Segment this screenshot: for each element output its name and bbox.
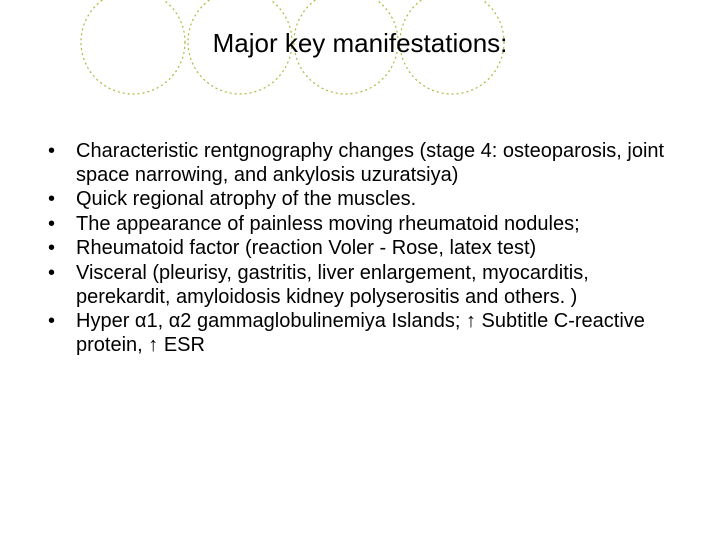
bullet-list: Characteristic rentgnography changes (st…	[42, 140, 680, 357]
bullet-item: The appearance of painless moving rheuma…	[42, 213, 680, 237]
slide-title: Major key manifestations:	[0, 28, 720, 59]
bullet-item: Visceral (pleurisy, gastritis, liver enl…	[42, 262, 680, 309]
bullet-item: Characteristic rentgnography changes (st…	[42, 140, 680, 187]
bullet-item: Hyper α1, α2 gammaglobulinemiya Islands;…	[42, 310, 680, 357]
decor-circles	[0, 0, 720, 120]
bullet-item: Quick regional atrophy of the muscles.	[42, 188, 680, 212]
bullet-item: Rheumatoid factor (reaction Voler - Rose…	[42, 237, 680, 261]
slide-body: Characteristic rentgnography changes (st…	[42, 140, 680, 358]
